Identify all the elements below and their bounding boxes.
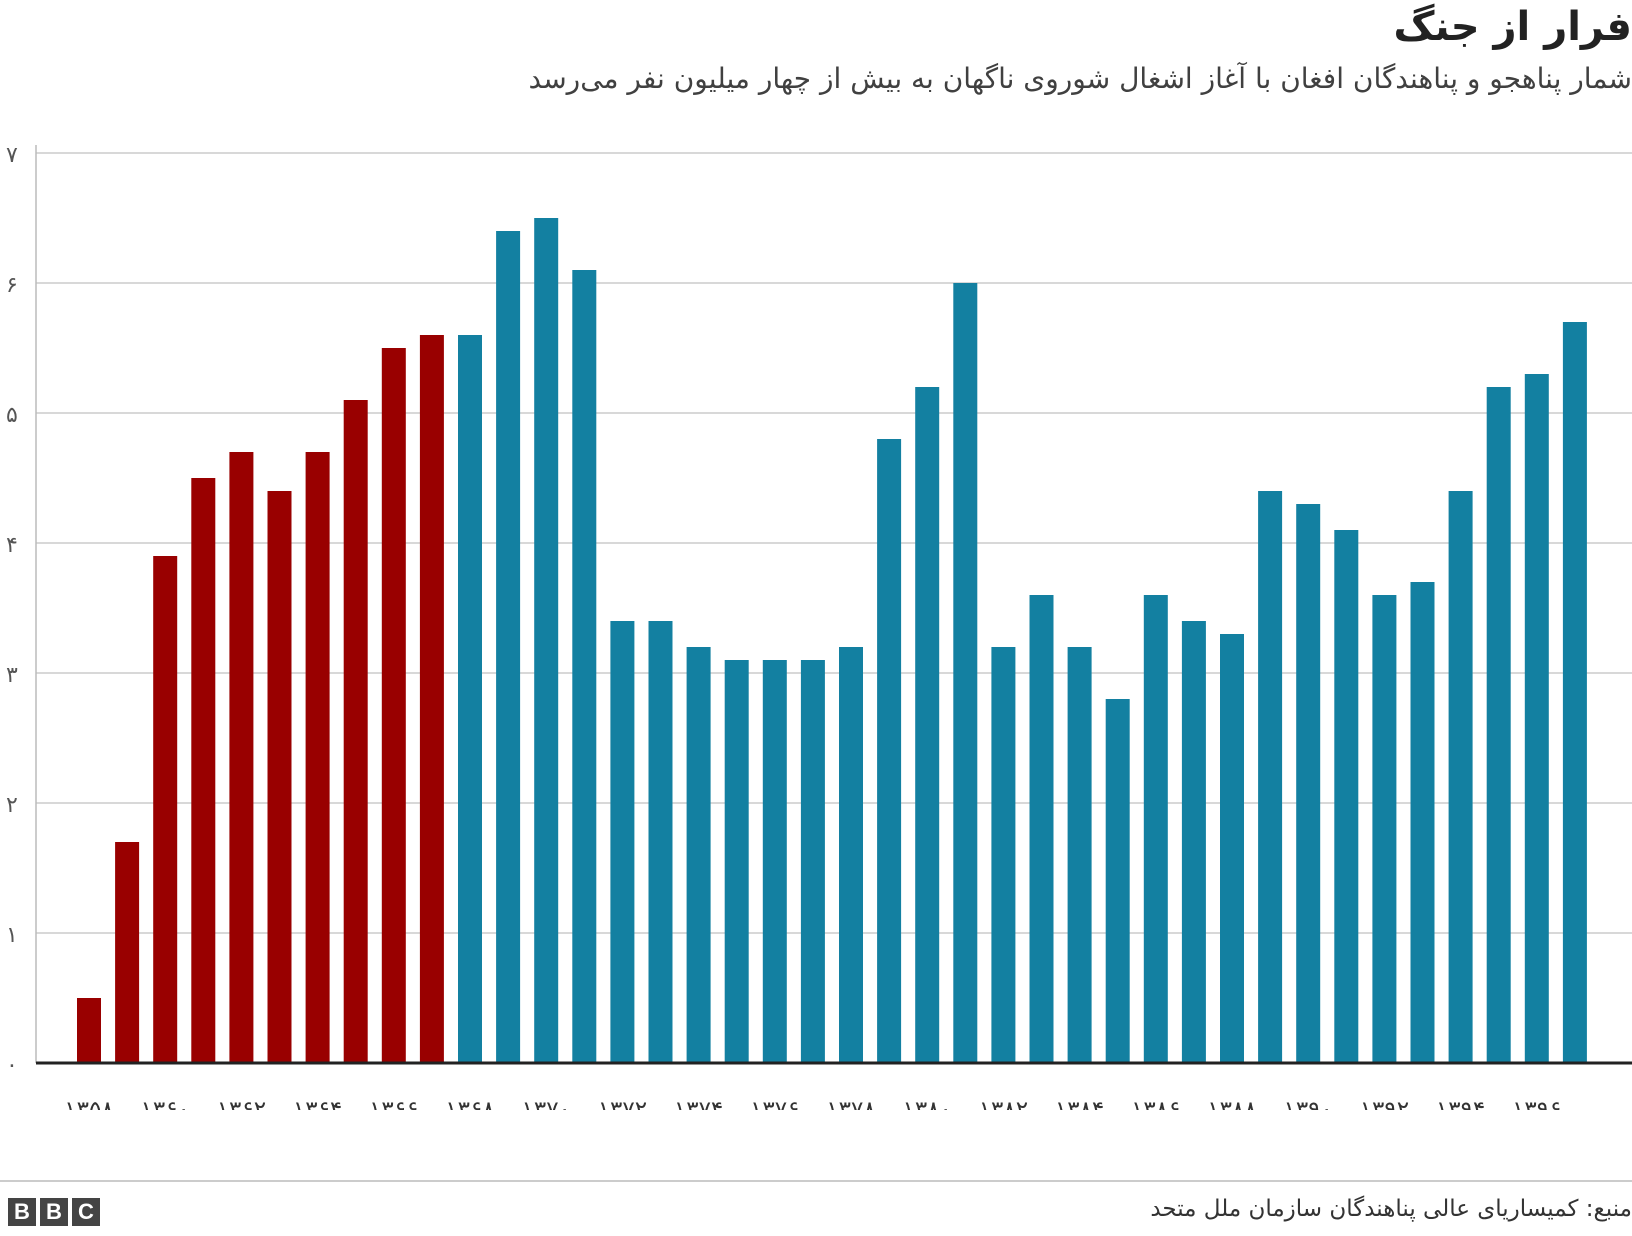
footer-divider	[0, 1180, 1632, 1182]
x-tick-label: ۱۳۸۸	[1207, 1097, 1256, 1110]
bar-1386	[1143, 595, 1168, 1063]
logo-letter: C	[72, 1198, 100, 1226]
x-tick-label: ۱۳۹۰	[1283, 1097, 1332, 1110]
bar-1360	[153, 556, 178, 1063]
bar-1379	[877, 439, 902, 1063]
x-tick-label: ۱۳۸۴	[1055, 1097, 1104, 1110]
bar-1393	[1410, 582, 1435, 1063]
bar-1373	[648, 621, 673, 1063]
axes: ۰ ۱ ۲ ۳ ۴ ۵ ۶ ۷ ۱۳۵۸ ۱۳۶۰ ۱۳۶۲ ۱۳۶۴ ۱۳۶۶ ۱۳۶۸ ۱۳۷۰ ۱۳۷۲…	[6, 143, 1632, 1110]
bar-1391	[1334, 530, 1359, 1063]
y-tick-label: ۳	[6, 663, 18, 688]
bar-1384	[1067, 647, 1092, 1063]
bar-1389	[1258, 491, 1283, 1063]
source-note: منبع: کمیساریای عالی پناهندگان سازمان مل…	[1150, 1196, 1632, 1222]
chart-title: فرار از جنگ	[1393, 4, 1632, 50]
x-tick-label: ۱۳۸۶	[1131, 1097, 1180, 1110]
bar-1364	[305, 452, 330, 1063]
x-tick-label: ۱۳۷۰	[521, 1097, 570, 1110]
x-tick-label: ۱۳۹۲	[1360, 1097, 1409, 1110]
bar-1375	[724, 660, 749, 1063]
bar-1369	[496, 231, 521, 1063]
bar-1382	[991, 647, 1016, 1063]
bar-1396	[1524, 374, 1549, 1063]
x-tick-label: ۱۳۷۴	[674, 1097, 723, 1110]
bar-1397	[1562, 322, 1587, 1063]
x-tick-label: ۱۳۵۸	[64, 1097, 113, 1110]
bar-1359	[115, 842, 140, 1063]
y-tick-label: ۷	[6, 143, 18, 168]
bar-1376	[762, 660, 787, 1063]
bar-1377	[800, 660, 825, 1063]
bar-1371	[572, 270, 597, 1063]
x-tick-label: ۱۳۶۸	[445, 1097, 494, 1110]
x-tick-label: ۱۳۷۸	[826, 1097, 875, 1110]
y-tick-label: ۴	[6, 533, 18, 558]
bar-1390	[1296, 504, 1321, 1063]
x-tick-label: ۱۳۹۴	[1436, 1097, 1485, 1110]
y-tick-label: ۵	[6, 403, 18, 428]
bar-1378	[839, 647, 863, 1063]
x-tick-label: ۱۳۶۴	[293, 1097, 342, 1110]
bar-1372	[610, 621, 635, 1063]
x-tick-label: ۱۳۶۲	[217, 1097, 266, 1110]
gridlines	[36, 152, 1632, 934]
bar-1366	[381, 348, 406, 1063]
bbc-logo: B B C	[8, 1198, 100, 1226]
x-tick-label: ۱۳۶۰	[140, 1097, 189, 1110]
bar-1370	[534, 218, 559, 1063]
bar-1363	[267, 491, 292, 1063]
bar-1368	[458, 335, 482, 1063]
bar-1388	[1220, 634, 1244, 1063]
bar-1395	[1486, 387, 1511, 1063]
y-tick-label: ۶	[6, 273, 18, 298]
x-tick-label: ۱۳۷۲	[598, 1097, 647, 1110]
y-tick-label: ۰	[6, 1053, 18, 1078]
bar-1387	[1181, 621, 1206, 1063]
logo-letter: B	[8, 1198, 36, 1226]
x-tick-label: ۱۳۷۶	[750, 1097, 799, 1110]
x-tick-label: ۱۳۸۲	[979, 1097, 1028, 1110]
bar-1361	[191, 478, 216, 1063]
x-tick-label: ۱۳۸۰	[902, 1097, 951, 1110]
chart-subtitle: شمار پناهجو و پناهندگان افغان با آغاز اش…	[528, 62, 1632, 95]
bar-1385	[1105, 699, 1130, 1063]
bar-1365	[343, 400, 368, 1063]
x-tick-label: ۱۳۶۶	[369, 1097, 418, 1110]
logo-letter: B	[40, 1198, 68, 1226]
bar-1358	[77, 998, 101, 1063]
bar-1392	[1372, 595, 1397, 1063]
bar-1374	[686, 647, 711, 1063]
bar-1394	[1448, 491, 1473, 1063]
bar-1381	[953, 283, 978, 1063]
y-tick-label: ۱	[6, 923, 18, 948]
bar-1362	[229, 452, 254, 1063]
bar-1367	[419, 335, 444, 1063]
bars	[77, 218, 1587, 1063]
bar-chart: ۰ ۱ ۲ ۳ ۴ ۵ ۶ ۷ ۱۳۵۸ ۱۳۶۰ ۱۳۶۲ ۱۳۶۴ ۱۳۶۶ ۱۳۶۸ ۱۳۷۰ ۱۳۷۲…	[6, 143, 1632, 1110]
bar-1383	[1029, 595, 1054, 1063]
x-tick-label: ۱۳۹۶	[1512, 1097, 1561, 1110]
bar-1380	[915, 387, 940, 1063]
y-tick-label: ۲	[6, 793, 18, 818]
